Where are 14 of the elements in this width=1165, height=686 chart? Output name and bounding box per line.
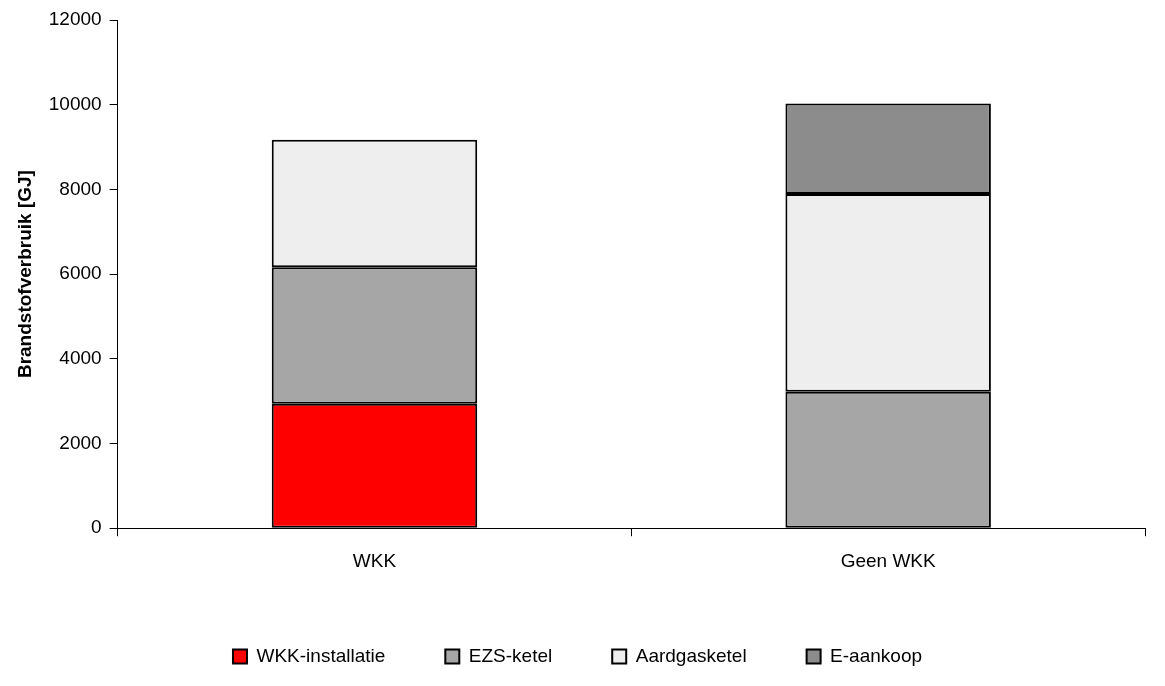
legend-label: WKK-installatie <box>256 644 386 666</box>
y-axis-title: Brandstofverbruik [GJ] <box>13 170 35 379</box>
legend-label: EZS-ketel <box>468 644 553 666</box>
y-tick-label: 12000 <box>48 8 102 30</box>
y-tick-label: 4000 <box>59 347 102 369</box>
legend-label: Aardgasketel <box>635 644 747 666</box>
y-tick-label: 6000 <box>59 262 102 284</box>
y-tick-label: 2000 <box>59 431 102 453</box>
legend-label: E-aankoop <box>830 644 923 666</box>
x-tick-label: WKK <box>352 549 397 571</box>
y-tick-label: 10000 <box>48 92 102 114</box>
x-tick-label: Geen WKK <box>840 549 936 571</box>
y-tick-label: 8000 <box>59 177 102 199</box>
y-tick-label: 0 <box>91 516 102 538</box>
